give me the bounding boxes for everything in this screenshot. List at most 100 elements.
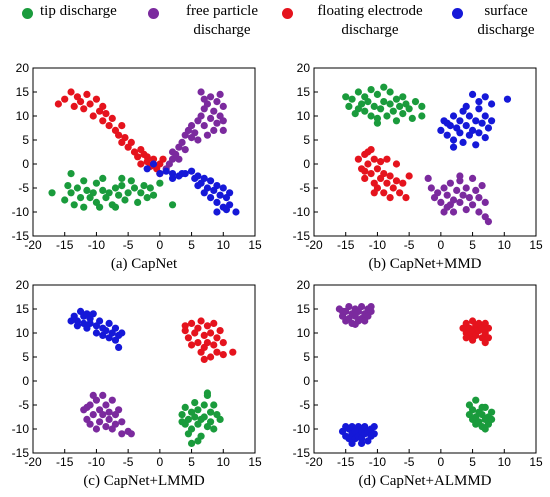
point-tip-discharge xyxy=(178,411,186,419)
point-tip-discharge xyxy=(156,179,164,187)
point-tip-discharge xyxy=(345,102,353,110)
point-free-particle-discharge xyxy=(83,403,91,411)
x-tick-label: -5 xyxy=(123,238,134,252)
legend-label-surface-discharge: surface discharge xyxy=(477,3,535,38)
y-tick-label: 0 xyxy=(303,374,310,388)
point-floating-electrode-discharge xyxy=(370,189,378,197)
point-tip-discharge xyxy=(178,418,186,426)
point-free-particle-discharge xyxy=(200,122,208,130)
x-tick-label: -5 xyxy=(123,455,134,469)
point-tip-discharge xyxy=(115,191,123,199)
point-floating-electrode-discharge xyxy=(187,319,196,327)
point-free-particle-discharge xyxy=(168,148,177,156)
y-tick-label: -5 xyxy=(18,398,29,412)
point-tip-discharge xyxy=(370,102,378,110)
point-tip-discharge xyxy=(354,88,362,96)
point-floating-electrode-discharge xyxy=(484,324,493,332)
point-free-particle-discharge xyxy=(357,303,366,311)
x-tick-label: -5 xyxy=(404,455,415,469)
point-tip-discharge xyxy=(392,95,401,103)
point-floating-electrode-discharge xyxy=(181,327,189,335)
point-tip-discharge xyxy=(377,105,385,113)
point-tip-discharge xyxy=(64,182,72,190)
point-free-particle-discharge xyxy=(462,206,470,214)
y-tick-label: 5 xyxy=(303,133,310,147)
point-free-particle-discharge xyxy=(99,391,107,399)
y-tick-label: -5 xyxy=(18,181,29,195)
y-tick-label: 0 xyxy=(22,374,29,388)
point-tip-discharge xyxy=(181,403,189,411)
x-tick-label: 5 xyxy=(188,455,195,469)
point-surface-discharge xyxy=(503,95,512,103)
point-floating-electrode-discharge xyxy=(54,100,62,108)
y-tick-label: -10 xyxy=(12,205,30,219)
point-surface-discharge xyxy=(456,117,464,125)
point-tip-discharge xyxy=(389,107,397,115)
point-surface-discharge xyxy=(449,112,458,120)
point-surface-discharge xyxy=(194,182,202,190)
x-tick-label: 15 xyxy=(529,238,543,252)
point-tip-discharge xyxy=(191,413,199,421)
point-free-particle-discharge xyxy=(449,208,458,216)
point-floating-electrode-discharge xyxy=(76,98,85,106)
point-tip-discharge xyxy=(127,177,135,185)
point-free-particle-discharge xyxy=(475,194,483,202)
y-tick-label: 5 xyxy=(22,133,29,147)
panel-caption: (b) CapNet+MMD xyxy=(368,256,481,272)
point-tip-discharge xyxy=(118,174,126,182)
point-free-particle-discharge xyxy=(481,198,489,206)
point-floating-electrode-discharge xyxy=(102,110,110,118)
point-free-particle-discharge xyxy=(105,408,113,416)
point-surface-discharge xyxy=(105,319,113,327)
point-surface-discharge xyxy=(83,310,91,318)
point-free-particle-discharge xyxy=(210,126,218,134)
point-floating-electrode-discharge xyxy=(194,339,202,347)
point-tip-discharge xyxy=(92,179,101,187)
x-tick-label: -5 xyxy=(404,238,415,252)
y-tick-label: -15 xyxy=(293,229,311,243)
point-free-particle-discharge xyxy=(456,198,464,206)
point-free-particle-discharge xyxy=(210,107,218,115)
point-floating-electrode-discharge xyxy=(484,334,493,342)
y-tick-label: -15 xyxy=(293,446,311,460)
point-floating-electrode-discharge xyxy=(380,189,388,197)
point-free-particle-discharge xyxy=(178,138,186,146)
x-tick-label: -20 xyxy=(305,238,323,252)
x-tick-label: -10 xyxy=(369,455,387,469)
x-tick-label: 10 xyxy=(217,238,231,252)
point-floating-electrode-discharge xyxy=(143,153,151,161)
point-floating-electrode-discharge xyxy=(92,95,101,103)
point-floating-electrode-discharge xyxy=(184,334,192,342)
point-tip-discharge xyxy=(89,189,97,197)
point-floating-electrode-discharge xyxy=(383,179,391,187)
point-tip-discharge xyxy=(207,408,215,416)
point-tip-discharge xyxy=(99,186,107,194)
point-tip-discharge xyxy=(121,196,129,204)
point-floating-electrode-discharge xyxy=(137,160,145,168)
point-surface-discharge xyxy=(213,208,221,216)
point-floating-electrode-discharge xyxy=(213,348,221,356)
point-surface-discharge xyxy=(73,317,81,325)
point-free-particle-discharge xyxy=(472,186,480,194)
point-tip-discharge xyxy=(96,203,104,211)
point-tip-discharge xyxy=(67,170,75,178)
point-surface-discharge xyxy=(348,439,356,447)
point-floating-electrode-discharge xyxy=(200,355,208,363)
point-free-particle-discharge xyxy=(468,174,477,182)
point-free-particle-discharge xyxy=(207,93,215,101)
x-tick-label: 15 xyxy=(529,455,543,469)
x-tick-label: -10 xyxy=(369,238,387,252)
point-tip-discharge xyxy=(488,408,496,416)
point-free-particle-discharge xyxy=(345,303,353,311)
point-floating-electrode-discharge xyxy=(364,160,372,168)
x-tick-label: 5 xyxy=(188,238,195,252)
y-tick-label: 20 xyxy=(16,61,30,75)
point-surface-discharge xyxy=(465,112,473,120)
point-surface-discharge xyxy=(207,177,215,185)
point-free-particle-discharge xyxy=(219,117,227,125)
point-free-particle-discharge xyxy=(86,420,94,428)
point-tip-discharge xyxy=(373,90,382,98)
